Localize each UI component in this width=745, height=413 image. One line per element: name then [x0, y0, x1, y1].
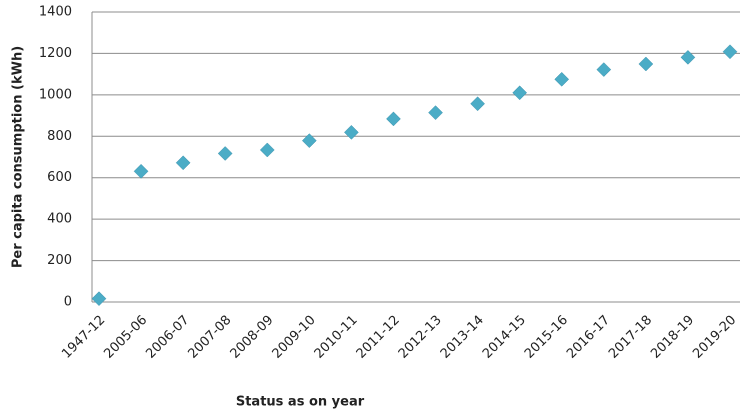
- marker: [512, 85, 528, 101]
- y-tick-label: 600: [47, 170, 72, 185]
- x-axis-title: Status as on year: [236, 395, 365, 410]
- marker: [386, 111, 401, 127]
- y-tick-label: 400: [47, 212, 72, 227]
- marker: [175, 155, 191, 171]
- x-tick-label: 2010-11: [312, 313, 361, 362]
- marker: [680, 50, 696, 65]
- x-tick-label: 2016-17: [564, 313, 613, 362]
- y-tick-label: 800: [47, 129, 72, 144]
- x-tick-label: 1947-12: [59, 313, 108, 362]
- x-tick-label: 2013-14: [438, 313, 487, 362]
- x-tick-label: 2017-18: [606, 313, 655, 362]
- marker: [596, 62, 612, 77]
- y-tick-label: 200: [47, 253, 72, 268]
- x-tick-label: 2019-20: [690, 313, 739, 362]
- marker: [344, 124, 359, 140]
- marker: [259, 142, 275, 158]
- x-tick-label: 2007-08: [185, 313, 234, 362]
- x-tick-label: 2012-13: [396, 313, 445, 362]
- y-tick-label: 0: [64, 295, 72, 310]
- marker: [722, 44, 738, 60]
- x-tick-label: 2011-12: [354, 313, 403, 362]
- marker: [638, 56, 654, 72]
- y-tick-label: 1400: [39, 5, 72, 20]
- marker: [301, 133, 317, 148]
- x-tick-label: 2014-15: [480, 313, 529, 362]
- x-tick-label: 2006-07: [143, 313, 192, 362]
- y-tick-label: 1000: [39, 87, 72, 102]
- marker: [554, 71, 570, 87]
- x-tick-label: 2009-10: [270, 313, 319, 362]
- marker: [470, 96, 485, 112]
- x-tick-label: 2015-16: [522, 313, 571, 362]
- marker: [91, 291, 107, 307]
- y-axis-title: Per capita consumption (kWh): [11, 46, 26, 268]
- x-tick-label: 2005-06: [101, 313, 150, 362]
- x-tick-label: 2018-19: [648, 313, 697, 362]
- marker: [133, 163, 149, 179]
- marker: [217, 146, 233, 161]
- y-tick-label: 1200: [39, 46, 72, 61]
- marker: [428, 105, 443, 121]
- x-tick-label: 2008-09: [228, 313, 277, 362]
